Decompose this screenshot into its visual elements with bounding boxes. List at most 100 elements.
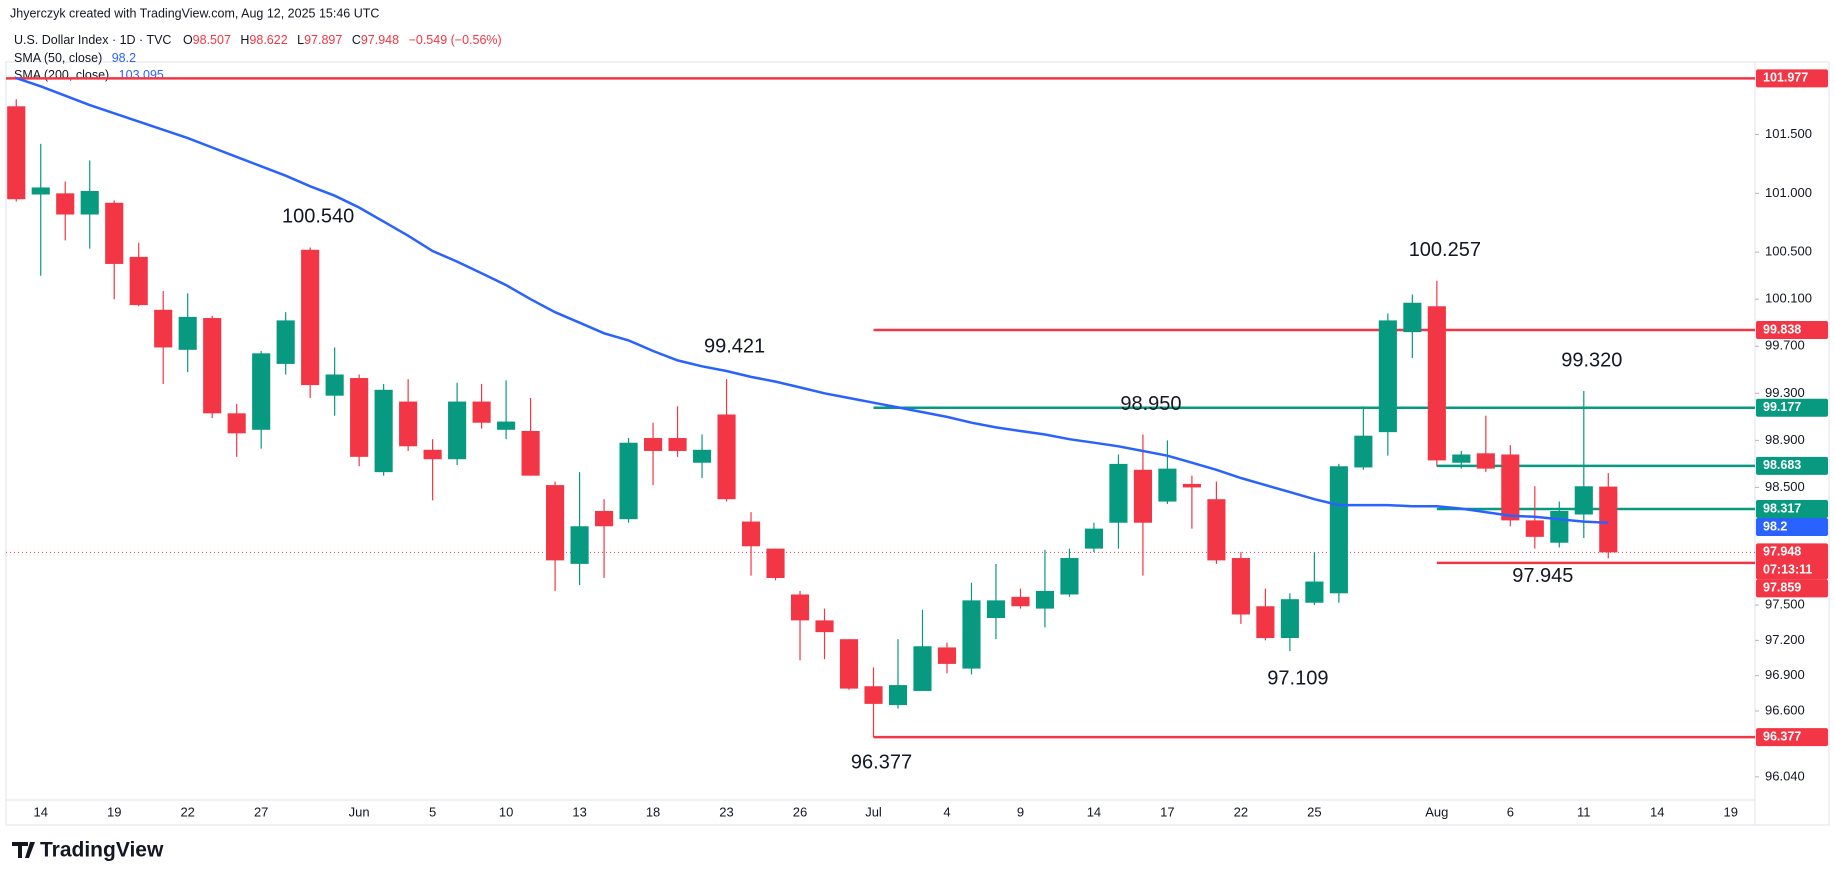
x-tick-label: 5	[429, 804, 436, 819]
candle-body	[986, 600, 1006, 619]
candle-body	[1403, 302, 1422, 333]
price-tag	[1756, 728, 1828, 747]
candle-body	[399, 401, 418, 447]
candle-body	[839, 639, 859, 689]
y-tick-label: 100.100	[1765, 291, 1812, 306]
symbol: U.S. Dollar Index · 1D · TVC	[14, 33, 171, 47]
candle-body	[741, 521, 761, 547]
ohlc-value: 97.948	[361, 33, 399, 47]
price-tag-label: 98.2	[1763, 519, 1787, 533]
candle-body	[1574, 486, 1593, 515]
ohlc-key: C	[352, 33, 361, 47]
candle-body	[668, 438, 687, 451]
candle-body	[1501, 454, 1520, 521]
x-tick-label: 13	[572, 804, 586, 819]
ohlc-key: H	[240, 33, 249, 47]
x-tick-label: 22	[180, 804, 194, 819]
price-tag	[1756, 543, 1828, 580]
candle-body	[1133, 469, 1152, 523]
price-annotation: 96.377	[851, 751, 912, 773]
y-tick-label: 96.900	[1765, 667, 1805, 682]
x-tick-label: 4	[943, 804, 950, 819]
candle-body	[1280, 599, 1299, 639]
candle-body	[1354, 435, 1373, 468]
candle-body	[1525, 520, 1544, 537]
x-tick-label: 6	[1507, 804, 1514, 819]
price-tag-label: 97.859	[1763, 581, 1801, 595]
candle-body	[1378, 320, 1397, 433]
price-tag-label: 101.977	[1763, 71, 1808, 85]
price-tag-label: 98.683	[1763, 458, 1801, 472]
candle-body	[301, 249, 320, 386]
candle-body	[31, 187, 50, 195]
price-tag	[1756, 499, 1828, 518]
price-tag	[1756, 321, 1828, 340]
candle-body	[448, 401, 467, 460]
y-tick-label: 101.500	[1765, 126, 1812, 141]
symbol-legend: U.S. Dollar Index · 1D · TVC O98.507 H98…	[14, 33, 502, 47]
candle-body	[56, 193, 75, 215]
candle-body	[644, 438, 663, 451]
sma-value: 103.095	[119, 68, 164, 82]
candle-body	[1476, 453, 1495, 469]
price-tag-label: 98.317	[1763, 501, 1801, 515]
candle-body	[154, 309, 173, 348]
x-tick-label: 22	[1234, 804, 1248, 819]
candle-body	[1011, 596, 1030, 607]
candle-body	[570, 526, 589, 564]
candle-body	[80, 190, 99, 215]
candle-body	[937, 647, 957, 664]
x-tick-label: 19	[107, 804, 121, 819]
candle-body	[129, 256, 148, 306]
candle-body	[227, 413, 246, 434]
candle-body	[1329, 466, 1348, 594]
x-tick-label: 9	[1017, 804, 1024, 819]
candle-body	[888, 685, 908, 706]
candle-body	[472, 401, 491, 423]
sma-line	[15, 76, 1609, 524]
candle-body	[497, 421, 516, 430]
y-tick-label: 99.300	[1765, 385, 1805, 400]
candle-body	[692, 449, 712, 463]
candle-body	[1035, 590, 1055, 609]
sma-value: 98.2	[112, 51, 136, 65]
candle-body	[1599, 486, 1618, 553]
ohlc-key: L	[297, 33, 304, 47]
candle-body	[276, 320, 295, 364]
y-tick-label: 96.600	[1765, 702, 1805, 717]
price-annotation: 99.421	[704, 335, 765, 357]
candle-body	[913, 646, 932, 691]
header: Jhyerczyk created with TradingView.com, …	[10, 6, 379, 20]
sma-legend: SMA (200, close) 103.095	[14, 68, 164, 82]
y-tick-label: 96.040	[1765, 768, 1805, 783]
x-tick-label: 25	[1307, 804, 1321, 819]
ohlc-value: 98.507	[193, 33, 231, 47]
x-tick-label: 10	[499, 804, 513, 819]
y-tick-label: 97.500	[1765, 597, 1805, 612]
x-tick-label: 27	[254, 804, 268, 819]
sma-name: SMA (200, close)	[14, 68, 109, 82]
candle-body	[1182, 483, 1201, 488]
candle-body	[1084, 528, 1103, 549]
candle-body	[1256, 606, 1275, 639]
candle-body	[1305, 581, 1324, 603]
candle-body	[790, 594, 810, 621]
ohlc-value: 98.622	[249, 33, 287, 47]
price-annotation: 100.257	[1409, 239, 1481, 261]
y-tick-label: 98.900	[1765, 432, 1805, 447]
candle-body	[962, 600, 981, 669]
x-tick-label: 14	[1650, 804, 1664, 819]
candle-body	[864, 686, 883, 704]
price-annotation: 97.945	[1512, 565, 1573, 587]
candle-body	[619, 442, 638, 520]
candle-body	[1550, 510, 1569, 543]
candle-body	[1158, 468, 1177, 502]
y-tick-label: 100.500	[1765, 244, 1812, 259]
candle-body	[717, 414, 736, 500]
x-tick-label: Aug	[1425, 804, 1448, 819]
logo-icon	[12, 842, 35, 858]
candle-body	[325, 374, 344, 396]
candle-body	[546, 485, 565, 561]
y-tick-label: 98.500	[1765, 479, 1805, 494]
